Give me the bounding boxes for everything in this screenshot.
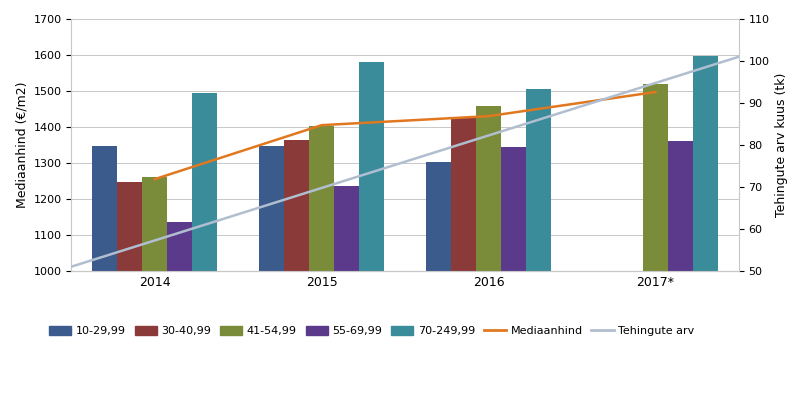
Bar [284,140,309,419]
Bar [192,93,217,419]
Mediaanhind [317,123,326,128]
Bar [476,106,500,419]
Bar [117,182,142,419]
Bar [92,146,117,419]
Bar [525,89,550,419]
Bar [692,56,717,419]
Bar [667,141,692,419]
Bar [451,117,476,419]
Mediaanhind [650,90,659,95]
Bar [259,146,284,419]
Y-axis label: Tehingute arv kuus (tk): Tehingute arv kuus (tk) [774,73,787,217]
Bar [167,222,192,419]
Bar [425,162,451,419]
Bar [500,147,525,419]
Line: Mediaanhind: Mediaanhind [155,92,654,179]
Bar [642,84,667,419]
Mediaanhind [483,114,492,119]
Bar [309,126,334,419]
Mediaanhind [150,176,160,181]
Bar [142,177,167,419]
Bar [358,62,383,419]
Y-axis label: Mediaanhind (€/m2): Mediaanhind (€/m2) [15,82,28,208]
Legend: 10-29,99, 30-40,99, 41-54,99, 55-69,99, 70-249,99, Mediaanhind, Tehingute arv: 10-29,99, 30-40,99, 41-54,99, 55-69,99, … [44,321,698,341]
Bar [334,186,358,419]
